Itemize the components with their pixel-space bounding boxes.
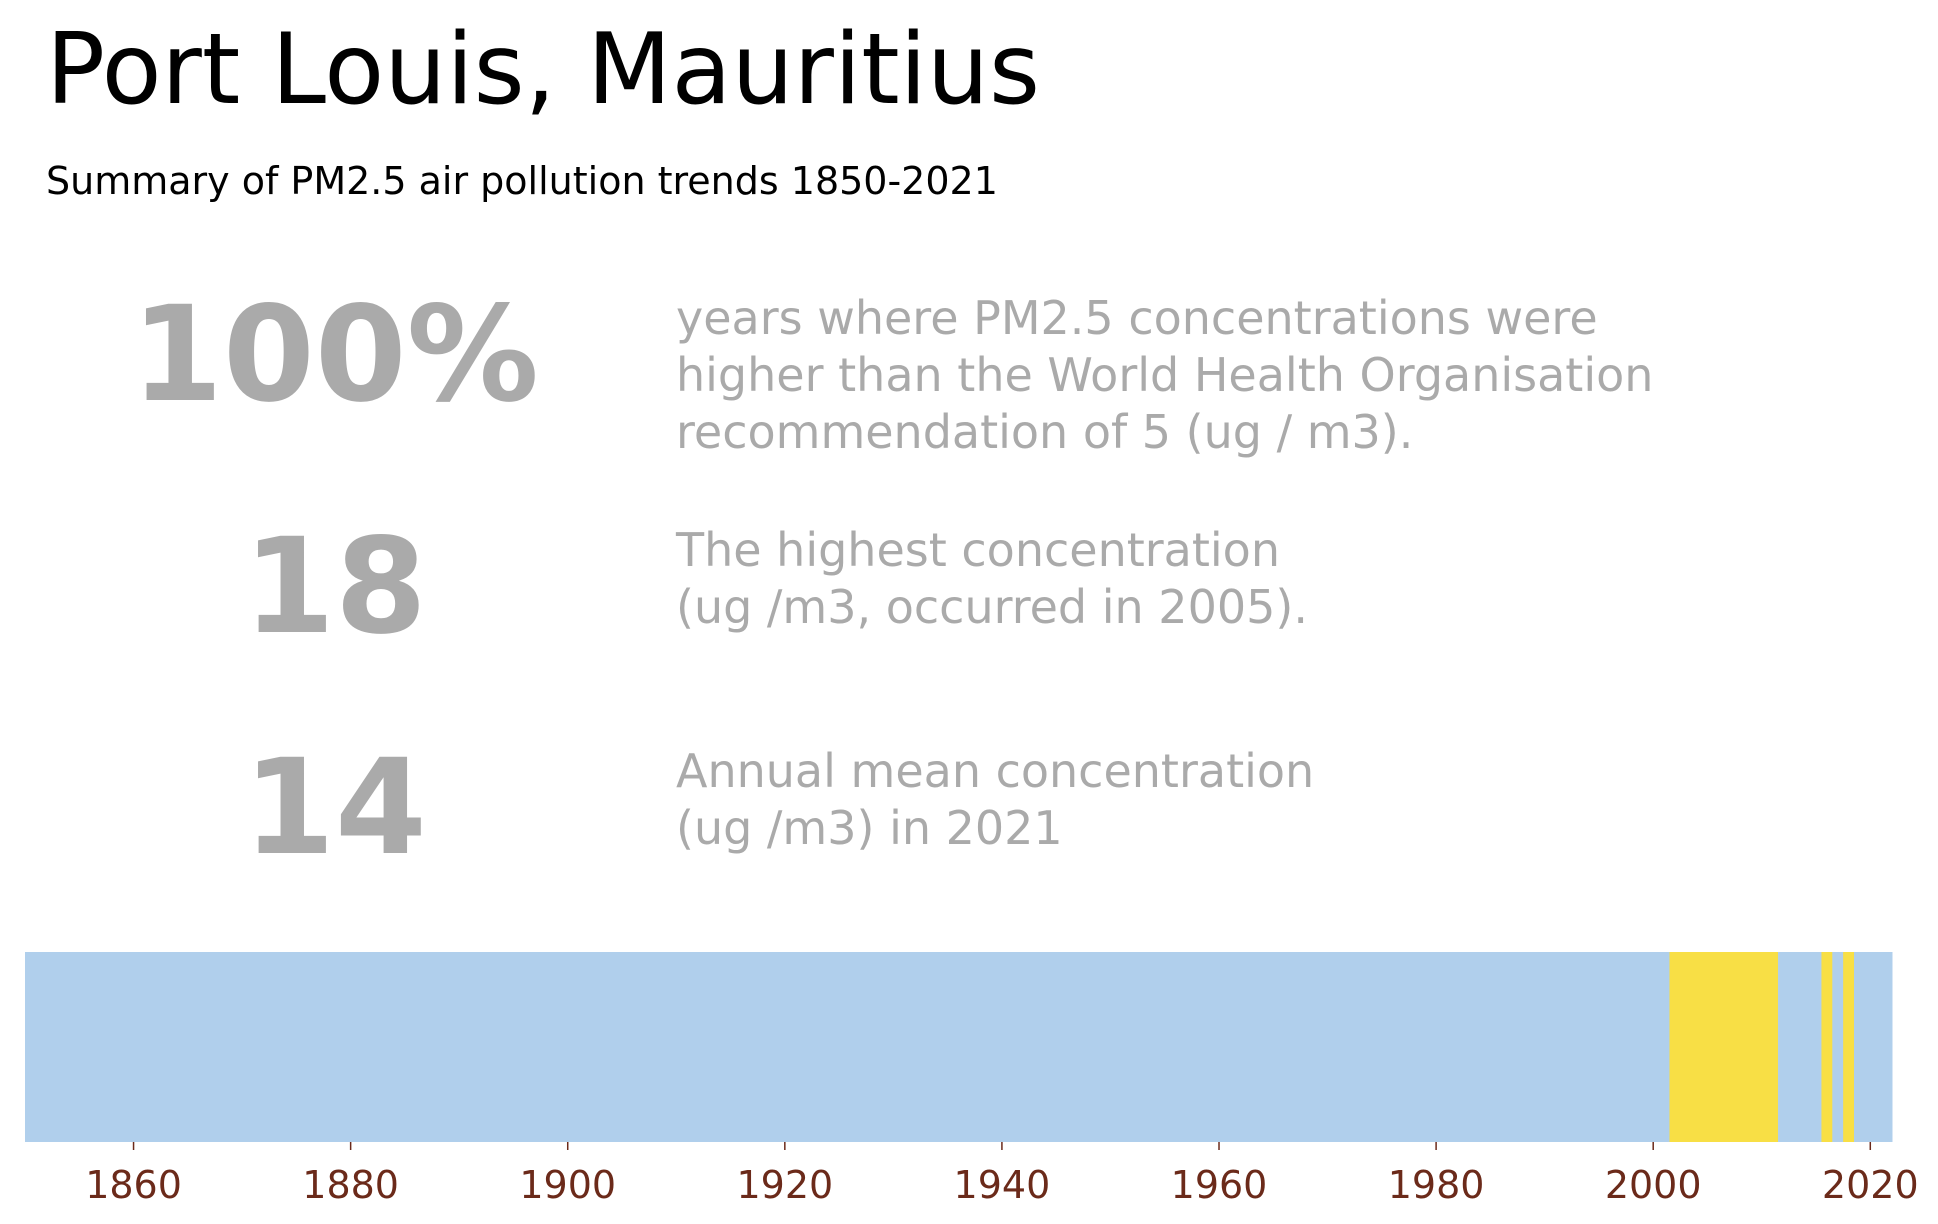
x-axis-tick-label: 1960	[1171, 1163, 1268, 1207]
stat-percent-description: years where PM2.5 concentrations were hi…	[676, 290, 1653, 461]
x-axis-tick-label: 1880	[302, 1163, 399, 1207]
timeline-band-higher	[1669, 952, 1779, 1142]
timeline-band-higher	[1821, 952, 1833, 1142]
x-axis-tick-label: 1920	[736, 1163, 833, 1207]
page-title: Port Louis, Mauritius	[46, 13, 1041, 127]
page-subtitle: Summary of PM2.5 air pollution trends 18…	[46, 159, 998, 203]
timeline-band-lower	[1854, 952, 1893, 1142]
x-axis-tick-label: 1940	[954, 1163, 1051, 1207]
timeline-axis: 1860 1880 1900 1920 1940 1960 1980 2000 2020	[85, 1142, 1919, 1207]
x-axis-tick-label: 2000	[1605, 1163, 1702, 1207]
stat-highest-description: The highest concentration (ug /m3, occur…	[676, 522, 1308, 636]
stat-highest-concentration: 18	[243, 510, 427, 664]
stat-annual-mean-description: Annual mean concentration (ug /m3) in 20…	[676, 743, 1314, 857]
x-axis-tick-label: 2020	[1822, 1163, 1919, 1207]
stat-description-line: recommendation of 5 (ug / m3).	[676, 405, 1414, 459]
pm25-timeline-chart: 1860 1880 1900 1920 1940 1960 1980 2000 2020	[25, 952, 1919, 1207]
stat-description-line: Annual mean concentration	[676, 744, 1315, 798]
stat-percent-above-who: 100%	[131, 278, 539, 432]
x-axis-tick-label: 1980	[1388, 1163, 1485, 1207]
stat-annual-mean: 14	[243, 731, 427, 885]
x-axis-tick-label: 1860	[85, 1163, 182, 1207]
stat-description-line: higher than the World Health Organisatio…	[676, 348, 1654, 402]
timeline-bands	[25, 952, 1893, 1142]
x-axis-tick-label: 1900	[519, 1163, 616, 1207]
stat-description-line: (ug /m3) in 2021	[676, 801, 1063, 855]
stat-description-line: (ug /m3, occurred in 2005).	[676, 580, 1308, 634]
timeline-band-higher	[1843, 952, 1855, 1142]
timeline-band-lower	[1832, 952, 1844, 1142]
stat-description-line: The highest concentration	[676, 523, 1280, 577]
stat-description-line: years where PM2.5 concentrations were	[676, 291, 1598, 345]
timeline-band-lower	[1778, 952, 1822, 1142]
timeline-band-lower	[25, 952, 1670, 1142]
